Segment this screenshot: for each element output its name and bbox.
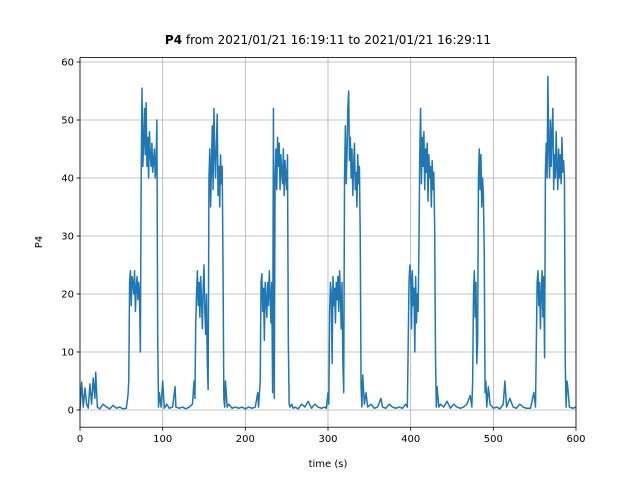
x-tick-label: 500 xyxy=(484,434,503,445)
x-tick-label: 400 xyxy=(401,434,420,445)
title-text: from 2021/01/21 16:19:11 to 2021/01/21 1… xyxy=(186,33,491,47)
x-tick-label: 600 xyxy=(566,434,585,445)
y-tick-label: 30 xyxy=(61,231,74,242)
x-tick-label: 0 xyxy=(77,434,83,445)
chart-title: P4 from 2021/01/21 16:19:11 to 2021/01/2… xyxy=(165,33,491,47)
title-bold: P4 xyxy=(165,33,182,47)
y-tick-label: 40 xyxy=(61,173,74,184)
x-tick-label: 100 xyxy=(153,434,172,445)
x-tick-label: 200 xyxy=(236,434,255,445)
y-tick-label: 50 xyxy=(61,116,74,127)
plot-frame xyxy=(79,57,577,428)
y-tick-label: 0 xyxy=(68,405,74,416)
x-axis-label: time (s) xyxy=(309,459,348,470)
y-tick-label: 60 xyxy=(61,58,74,69)
y-tick-label: 10 xyxy=(61,347,74,358)
y-tick-label: 20 xyxy=(61,289,74,300)
data-line xyxy=(79,75,577,411)
y-axis-label: P4 xyxy=(34,236,45,248)
x-tick-label: 300 xyxy=(318,434,337,445)
